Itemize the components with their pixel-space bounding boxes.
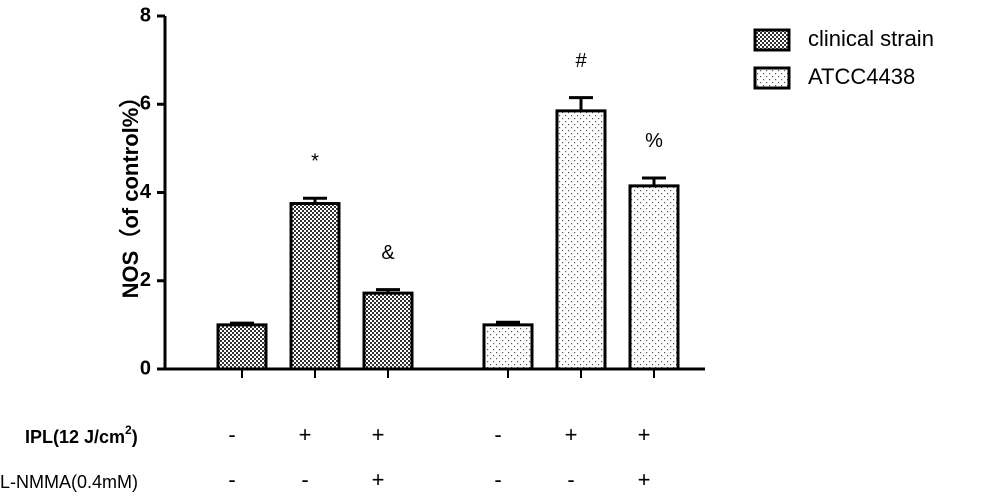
treatment-sign: - [494,467,501,492]
bar [482,323,534,371]
y-tick-label: 0 [140,357,151,379]
treatment-sign: - [228,467,235,492]
treatment-sign: - [228,422,235,447]
annotation: # [575,50,587,72]
treatment-sign: - [494,422,501,447]
bar [628,184,680,371]
treatment-label: L-NMMA(0.4mM) [0,472,138,492]
legend-label: ATCC4438 [808,64,915,89]
treatment-label-part: ) [132,427,138,447]
bar [362,291,414,371]
treatment-sign: - [301,467,308,492]
treatment-sign: + [638,422,651,447]
treatment-label-part: L-NMMA(0.4mM) [0,472,138,492]
treatment-sign: - [567,467,574,492]
bar [289,202,341,371]
bar [216,323,268,371]
annotation: & [381,242,395,264]
y-tick-label: 2 [140,269,151,291]
treatment-sign: + [565,422,578,447]
treatment-sign: + [372,422,385,447]
treatment-sign: + [299,422,312,447]
treatment-label-part: IPL(12 J/cm [25,427,125,447]
legend-swatch [753,66,791,90]
treatment-label: IPL(12 J/cm2) [25,423,138,447]
bar [555,109,607,371]
y-tick-label: 4 [140,181,152,203]
y-tick-label: 6 [140,93,151,115]
treatment-sign: + [638,467,651,492]
y-axis-label: NOS（of control%） [118,86,143,299]
treatment-label-part: 2 [125,423,132,437]
annotation: % [645,130,663,152]
legend-swatch [753,28,791,52]
treatment-sign: + [372,467,385,492]
annotation: * [311,151,319,173]
y-tick-label: 8 [140,4,151,26]
legend-label: clinical strain [808,26,934,51]
